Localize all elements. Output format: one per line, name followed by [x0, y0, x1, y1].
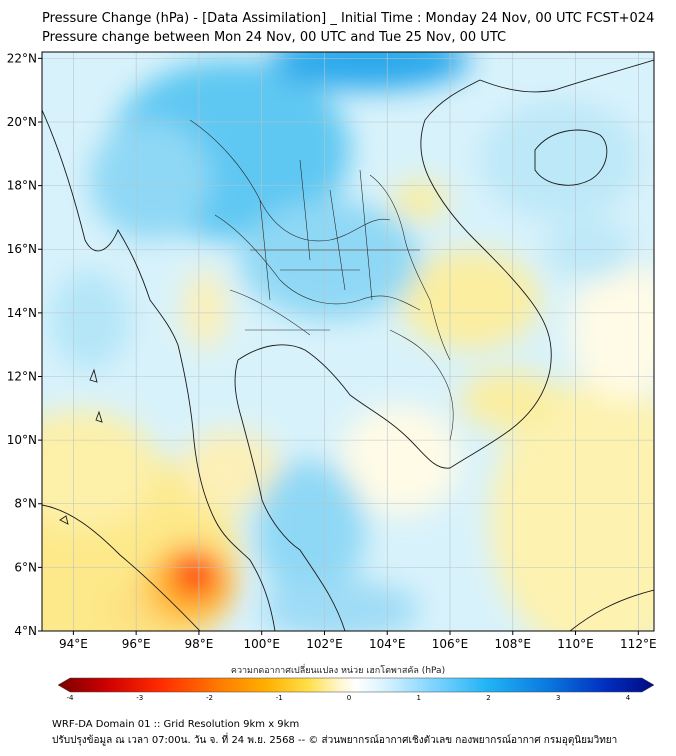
lat-tick-label: 12°N — [7, 369, 37, 383]
lon-tick-label: 102°E — [306, 637, 343, 651]
lat-tick-label: 14°N — [7, 306, 37, 320]
lon-tick-label: 110°E — [557, 637, 594, 651]
colorbar-gradient — [57, 677, 655, 693]
lon-tick-label: 94°E — [59, 637, 88, 651]
colorbar: -4 -3 -2 -1 0 1 2 3 4 — [57, 677, 655, 702]
lat-tick-label: 4°N — [14, 624, 37, 638]
coastlines — [42, 59, 654, 631]
lat-tick-label: 18°N — [7, 179, 37, 193]
colorbar-tick-label: 0 — [347, 694, 351, 702]
lon-tick-label: 108°E — [495, 637, 532, 651]
lon-tick-label: 112°E — [620, 637, 657, 651]
map-subtitle: Pressure change between Mon 24 Nov, 00 U… — [42, 30, 507, 45]
footer-model-info: WRF-DA Domain 01 :: Grid Resolution 9km … — [52, 719, 300, 730]
colorbar-tick-label: -1 — [276, 694, 283, 702]
gridlines — [42, 52, 654, 631]
lon-tick-label: 96°E — [122, 637, 151, 651]
lat-tick-label: 10°N — [7, 433, 37, 447]
colorbar-ticks: -4 -3 -2 -1 0 1 2 3 4 — [67, 694, 631, 702]
colorbar-title: ความกดอากาศเปลี่ยนแปลง หน่วย เฮกโตพาสคัล… — [230, 666, 446, 676]
colorbar-tick-label: -2 — [206, 694, 213, 702]
lat-tick-label: 6°N — [14, 560, 37, 574]
provincial-borders — [189, 119, 454, 441]
colorbar-tick-label: 4 — [626, 694, 631, 702]
lon-tick-label: 106°E — [432, 637, 469, 651]
colorbar-tick-label: -4 — [67, 694, 75, 702]
colorbar-tick-label: 1 — [417, 694, 421, 702]
pressure-field — [42, 52, 654, 631]
map-frame — [41, 51, 655, 632]
latitude-axis: 4°N 6°N 8°N 10°N 12°N 14°N 16°N 18°N 20°N 22°N — [7, 51, 42, 638]
lat-tick-label: 8°N — [14, 497, 37, 511]
lat-tick-label: 20°N — [7, 115, 37, 129]
lon-tick-label: 98°E — [184, 637, 213, 651]
colorbar-tick-label: 3 — [556, 694, 560, 702]
map-title: Pressure Change (hPa) - [Data Assimilati… — [42, 11, 655, 26]
colorbar-tick-label: 2 — [486, 694, 490, 702]
footer-update-info: ปรับปรุงข้อมูล ณ เวลา 07:00น. วัน จ. ที่… — [52, 735, 618, 746]
longitude-axis: 94°E 96°E 98°E 100°E 102°E 104°E 106°E 108°E 110… — [59, 631, 657, 651]
colorbar-tick-label: -3 — [136, 694, 143, 702]
lat-tick-label: 16°N — [7, 242, 37, 256]
lat-tick-label: 22°N — [7, 51, 37, 65]
lon-tick-label: 104°E — [369, 637, 406, 651]
lon-tick-label: 100°E — [243, 637, 280, 651]
